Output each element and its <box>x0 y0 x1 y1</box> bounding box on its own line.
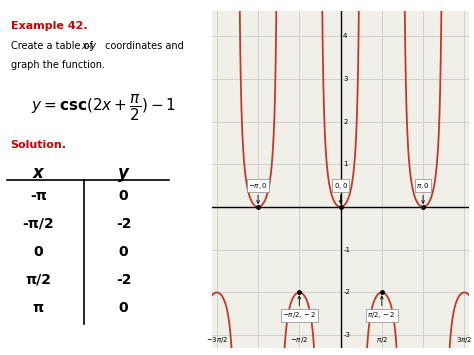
Text: 0: 0 <box>34 245 43 259</box>
Text: graph the function.: graph the function. <box>11 60 105 70</box>
Text: 1: 1 <box>343 161 348 167</box>
Text: 2: 2 <box>343 119 347 125</box>
Text: $-3\pi/2$: $-3\pi/2$ <box>206 335 228 345</box>
Text: Solution.: Solution. <box>11 141 67 151</box>
Text: y: y <box>118 164 129 182</box>
Text: 0: 0 <box>118 245 128 259</box>
Text: $y = \mathbf{csc}(2x+\dfrac{\pi}{2})-1$: $y = \mathbf{csc}(2x+\dfrac{\pi}{2})-1$ <box>31 93 176 123</box>
Text: 0: 0 <box>118 189 128 203</box>
Text: -π: -π <box>30 189 47 203</box>
Text: 0: 0 <box>118 301 128 315</box>
Text: $\pi, 0$: $\pi, 0$ <box>416 181 430 203</box>
Text: -3: -3 <box>343 332 350 338</box>
Text: coordinates and: coordinates and <box>102 41 183 51</box>
Text: -2: -2 <box>116 273 131 286</box>
Text: $3\pi/2$: $3\pi/2$ <box>456 335 473 345</box>
Text: 4: 4 <box>343 33 347 39</box>
Text: $\pi/2, -2$: $\pi/2, -2$ <box>367 296 396 320</box>
Text: -1: -1 <box>343 247 350 253</box>
Text: $-\pi/2$: $-\pi/2$ <box>291 335 308 345</box>
Text: $-\pi, 0$: $-\pi, 0$ <box>248 181 268 203</box>
Text: x: x <box>33 164 44 182</box>
Text: x-y: x-y <box>81 41 96 51</box>
Text: π: π <box>33 301 44 315</box>
Text: Example 42.: Example 42. <box>11 21 87 31</box>
Text: $-\pi/2, -2$: $-\pi/2, -2$ <box>282 296 317 320</box>
Text: $0, 0$: $0, 0$ <box>334 181 347 203</box>
Text: -2: -2 <box>343 289 350 295</box>
Text: π/2: π/2 <box>26 273 51 286</box>
Text: -π/2: -π/2 <box>23 217 55 231</box>
Text: 3: 3 <box>343 76 348 82</box>
Text: -2: -2 <box>116 217 131 231</box>
Text: Create a table of: Create a table of <box>11 41 96 51</box>
Text: $\pi/2$: $\pi/2$ <box>376 335 388 345</box>
